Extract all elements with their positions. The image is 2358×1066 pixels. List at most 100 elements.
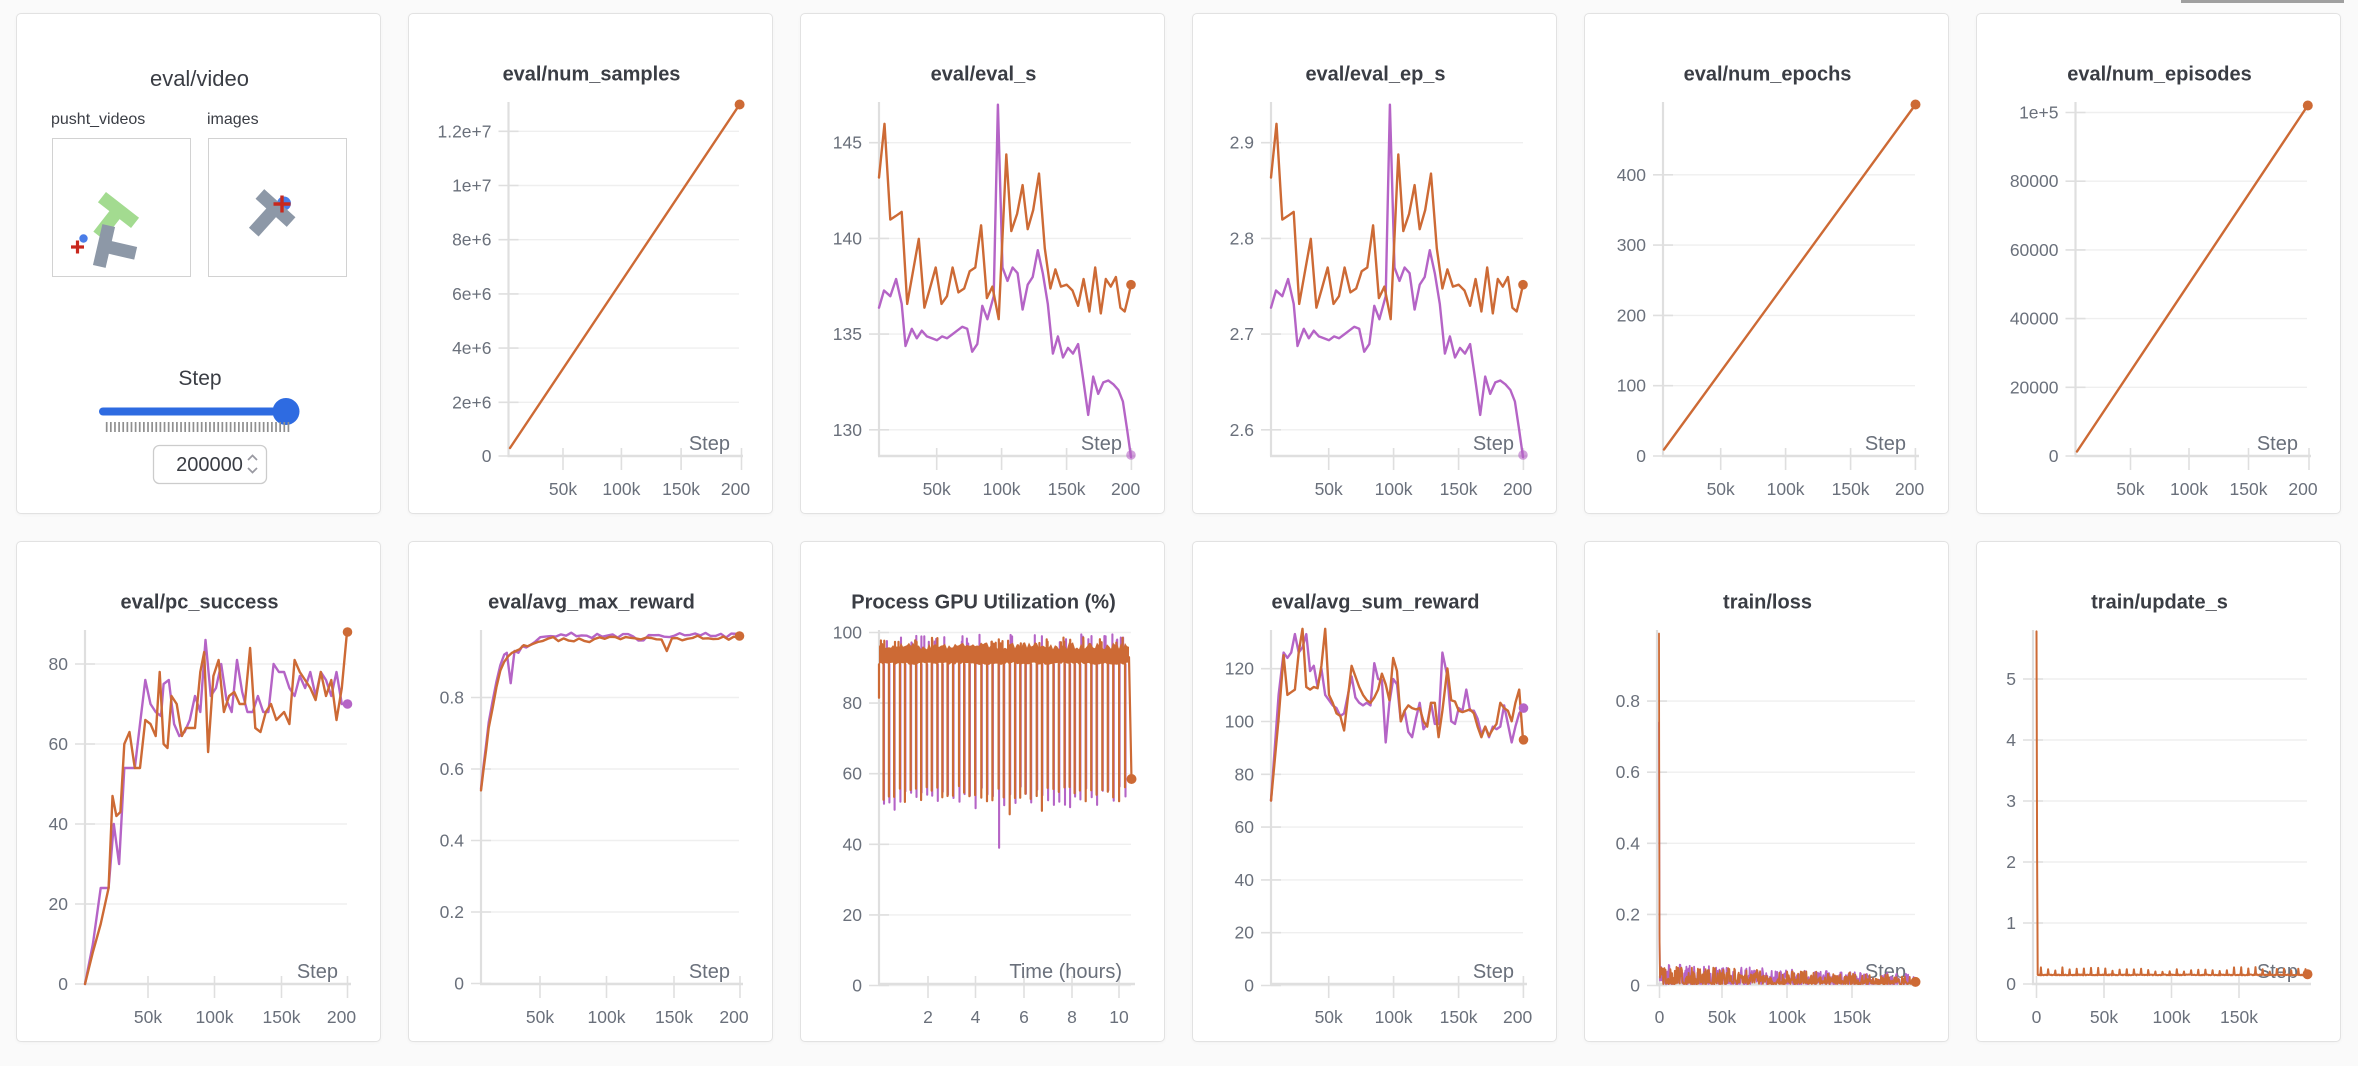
svg-text:150k: 150k bbox=[263, 1007, 301, 1027]
svg-text:50k: 50k bbox=[1707, 479, 1735, 499]
svg-text:80000: 80000 bbox=[2010, 171, 2059, 191]
svg-text:200: 200 bbox=[1111, 479, 1140, 499]
svg-text:100k: 100k bbox=[2170, 479, 2208, 499]
svg-text:60: 60 bbox=[49, 734, 69, 754]
svg-text:0: 0 bbox=[58, 974, 68, 994]
svg-text:Step: Step bbox=[297, 961, 338, 983]
svg-text:20: 20 bbox=[843, 905, 863, 925]
svg-text:0: 0 bbox=[1636, 446, 1646, 466]
svg-text:4e+6: 4e+6 bbox=[452, 338, 491, 358]
svg-text:80: 80 bbox=[843, 693, 863, 713]
svg-text:200: 200 bbox=[719, 1007, 748, 1027]
svg-text:0: 0 bbox=[2032, 1007, 2042, 1027]
svg-text:3: 3 bbox=[2006, 791, 2016, 811]
svg-text:200: 200 bbox=[1503, 1007, 1532, 1027]
svg-text:200: 200 bbox=[1503, 479, 1532, 499]
svg-text:eval/num_samples: eval/num_samples bbox=[503, 64, 681, 86]
svg-text:1e+5: 1e+5 bbox=[2019, 103, 2058, 123]
svg-text:135: 135 bbox=[833, 324, 862, 344]
svg-text:6: 6 bbox=[1019, 1007, 1029, 1027]
svg-text:eval/eval_s: eval/eval_s bbox=[931, 64, 1037, 86]
svg-text:150k: 150k bbox=[662, 479, 700, 499]
svg-text:200000: 200000 bbox=[176, 454, 243, 476]
svg-text:50k: 50k bbox=[1315, 1007, 1343, 1027]
svg-text:0: 0 bbox=[2006, 974, 2016, 994]
svg-text:200: 200 bbox=[327, 1007, 356, 1027]
svg-text:0: 0 bbox=[1630, 976, 1640, 996]
svg-text:4: 4 bbox=[2006, 730, 2016, 750]
svg-text:120: 120 bbox=[1225, 659, 1254, 679]
svg-text:images: images bbox=[207, 111, 259, 128]
svg-text:Step: Step bbox=[178, 367, 221, 390]
svg-text:40000: 40000 bbox=[2010, 309, 2059, 329]
svg-text:100k: 100k bbox=[2153, 1007, 2191, 1027]
svg-text:80: 80 bbox=[49, 654, 69, 674]
svg-text:60: 60 bbox=[843, 764, 863, 784]
svg-text:145: 145 bbox=[833, 133, 862, 153]
svg-text:8e+6: 8e+6 bbox=[452, 230, 491, 250]
svg-text:100: 100 bbox=[1617, 376, 1646, 396]
svg-text:Step: Step bbox=[689, 961, 730, 983]
svg-text:10: 10 bbox=[1109, 1007, 1129, 1027]
svg-text:0: 0 bbox=[852, 976, 862, 996]
svg-text:100k: 100k bbox=[588, 1007, 626, 1027]
svg-text:1.2e+7: 1.2e+7 bbox=[437, 121, 491, 141]
svg-text:20000: 20000 bbox=[2010, 377, 2059, 397]
svg-text:eval/num_epochs: eval/num_epochs bbox=[1684, 64, 1852, 86]
svg-text:50k: 50k bbox=[2116, 479, 2144, 499]
svg-text:40: 40 bbox=[1235, 870, 1255, 890]
svg-text:0: 0 bbox=[2049, 446, 2059, 466]
svg-text:Step: Step bbox=[1473, 433, 1514, 455]
svg-text:20: 20 bbox=[1235, 923, 1255, 943]
svg-text:130: 130 bbox=[833, 420, 862, 440]
svg-text:140: 140 bbox=[833, 228, 862, 248]
svg-text:200: 200 bbox=[2288, 479, 2317, 499]
svg-text:pusht_videos: pusht_videos bbox=[51, 111, 145, 128]
svg-text:0: 0 bbox=[482, 446, 492, 466]
svg-text:8: 8 bbox=[1067, 1007, 1077, 1027]
svg-text:50k: 50k bbox=[1708, 1007, 1736, 1027]
svg-text:80: 80 bbox=[1235, 764, 1255, 784]
svg-text:train/loss: train/loss bbox=[1723, 592, 1812, 614]
svg-text:Step: Step bbox=[1081, 433, 1122, 455]
svg-text:2: 2 bbox=[923, 1007, 933, 1027]
svg-text:0: 0 bbox=[1655, 1007, 1665, 1027]
svg-text:6e+6: 6e+6 bbox=[452, 284, 491, 304]
svg-text:40: 40 bbox=[49, 814, 69, 834]
svg-text:100k: 100k bbox=[196, 1007, 234, 1027]
svg-text:2.7: 2.7 bbox=[1230, 324, 1254, 344]
svg-text:100k: 100k bbox=[1375, 1007, 1413, 1027]
svg-text:50k: 50k bbox=[1315, 479, 1343, 499]
svg-text:150k: 150k bbox=[1832, 479, 1870, 499]
svg-text:2: 2 bbox=[2006, 852, 2016, 872]
svg-text:50k: 50k bbox=[134, 1007, 162, 1027]
svg-text:Step: Step bbox=[689, 433, 730, 455]
svg-text:0.2: 0.2 bbox=[1616, 904, 1640, 924]
svg-text:0.4: 0.4 bbox=[1616, 833, 1641, 853]
svg-text:100k: 100k bbox=[1375, 479, 1413, 499]
svg-text:5: 5 bbox=[2006, 669, 2016, 689]
svg-text:1e+7: 1e+7 bbox=[452, 176, 491, 196]
svg-text:100: 100 bbox=[833, 623, 862, 643]
svg-text:150k: 150k bbox=[2230, 479, 2268, 499]
svg-text:2e+6: 2e+6 bbox=[452, 392, 491, 412]
svg-text:eval/pc_success: eval/pc_success bbox=[121, 592, 279, 614]
svg-text:50k: 50k bbox=[923, 479, 951, 499]
svg-text:150k: 150k bbox=[1833, 1007, 1871, 1027]
svg-text:200: 200 bbox=[1617, 305, 1646, 325]
svg-text:eval/avg_max_reward: eval/avg_max_reward bbox=[488, 592, 695, 614]
svg-text:300: 300 bbox=[1617, 235, 1646, 255]
svg-text:Time (hours): Time (hours) bbox=[1009, 961, 1122, 983]
svg-text:200: 200 bbox=[721, 479, 750, 499]
svg-text:200: 200 bbox=[1895, 479, 1924, 499]
svg-text:0: 0 bbox=[454, 974, 464, 994]
svg-text:0.8: 0.8 bbox=[1616, 691, 1640, 711]
svg-text:100k: 100k bbox=[1768, 1007, 1806, 1027]
svg-text:Step: Step bbox=[1865, 433, 1906, 455]
svg-text:Process GPU Utilization (%): Process GPU Utilization (%) bbox=[851, 592, 1116, 614]
svg-text:150k: 150k bbox=[655, 1007, 693, 1027]
svg-text:50k: 50k bbox=[549, 479, 577, 499]
svg-text:100: 100 bbox=[1225, 712, 1254, 732]
svg-text:150k: 150k bbox=[1440, 479, 1478, 499]
svg-text:eval/eval_ep_s: eval/eval_ep_s bbox=[1305, 64, 1445, 86]
